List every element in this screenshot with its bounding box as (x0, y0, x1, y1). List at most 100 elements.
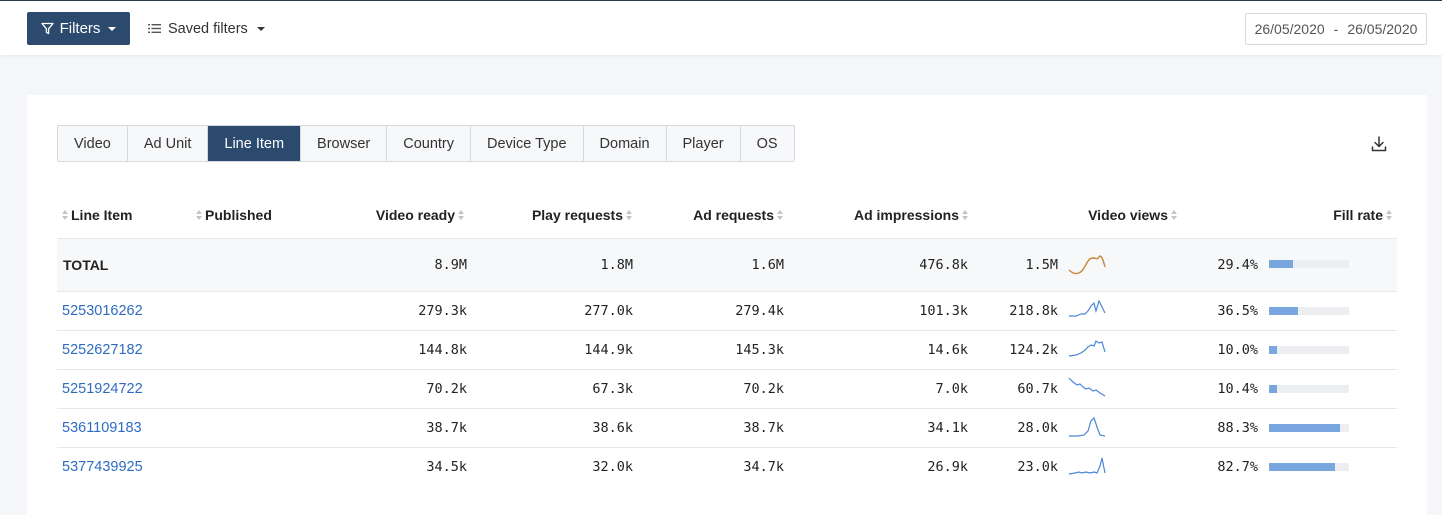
total-fill-rate: 29.4% (1217, 257, 1258, 273)
sparkline (1069, 416, 1106, 437)
ad-requests-value: 38.7k (743, 420, 784, 436)
tab-label: Player (682, 135, 724, 152)
top-bar: Filters Saved filters 26/05/2020 - 26/05… (0, 0, 1442, 55)
line-item-link[interactable]: 5361109183 (62, 420, 142, 436)
tab-ad-unit[interactable]: Ad Unit (127, 126, 209, 161)
fill-rate-bar (1269, 424, 1349, 432)
fill-rate-bar-fill (1269, 463, 1336, 471)
line-item-link[interactable]: 5253016262 (62, 303, 143, 319)
total-ad-impressions: 476.8k (919, 257, 968, 273)
fill-rate-bar (1269, 260, 1349, 268)
play-requests-value: 38.6k (592, 420, 633, 436)
col-header-video-ready[interactable]: Video ready (367, 195, 467, 235)
tab-label: Video (74, 135, 111, 152)
col-header-ad-requests[interactable]: Ad requests (667, 195, 786, 235)
video-ready-value: 279.3k (418, 303, 467, 319)
sort-icon (626, 210, 632, 220)
tab-domain[interactable]: Domain (583, 126, 667, 161)
video-views-value: 28.0k (1017, 420, 1058, 436)
tab-label: OS (756, 135, 778, 152)
tab-device-type[interactable]: Device Type (471, 126, 584, 161)
col-header-label: Ad requests (693, 207, 774, 223)
fill-rate-bar (1269, 307, 1349, 315)
fill-rate-bar-fill (1269, 260, 1293, 268)
col-header-play-requests[interactable]: Play requests (507, 195, 635, 235)
fill-rate-bar-fill (1269, 385, 1278, 393)
chevron-down-icon (108, 26, 117, 31)
report-card: Video Ad Unit Line Item Browser Country … (27, 95, 1427, 515)
ad-requests-value: 70.2k (743, 381, 784, 397)
table-row-total: TOTAL 8.9M 1.8M 1.6M 476.8k 1.5M 29.4% (57, 238, 1397, 291)
fill-rate-bar-fill (1269, 307, 1299, 315)
col-header-label: Ad impressions (853, 207, 959, 223)
sparkline (1068, 377, 1106, 397)
tab-browser[interactable]: Browser (301, 126, 388, 161)
tab-country[interactable]: Country (387, 126, 472, 161)
video-ready-value: 38.7k (426, 420, 467, 436)
ad-requests-value: 34.7k (743, 459, 784, 475)
tab-label: Ad Unit (143, 135, 192, 152)
sort-icon (962, 210, 968, 220)
video-ready-value: 34.5k (426, 459, 467, 475)
total-ad-requests: 1.6M (751, 257, 784, 273)
play-requests-value: 32.0k (592, 459, 633, 475)
list-icon (148, 24, 161, 33)
tab-player[interactable]: Player (666, 126, 741, 161)
table-row: 5253016262 279.3k 277.0k 279.4k 101.3k 218.8k… (57, 291, 1397, 330)
line-item-link[interactable]: 5377439925 (62, 459, 143, 475)
date-separator: - (1333, 21, 1339, 37)
filters-button[interactable]: Filters (27, 12, 130, 45)
col-header-published[interactable]: Published (193, 195, 272, 235)
fill-rate-value: 10.4% (1217, 381, 1258, 397)
col-header-ad-impressions[interactable]: Ad impressions (827, 195, 971, 235)
ad-impressions-value: 14.6k (927, 342, 968, 358)
line-item-link[interactable]: 5251924722 (62, 381, 143, 397)
sort-icon (62, 210, 68, 220)
line-item-link[interactable]: 5252627182 (62, 342, 143, 358)
sort-icon (777, 210, 783, 220)
total-label: TOTAL (63, 257, 109, 273)
dimension-tabs: Video Ad Unit Line Item Browser Country … (57, 125, 795, 162)
col-header-video-views[interactable]: Video views (1057, 195, 1180, 235)
fill-rate-value: 88.3% (1217, 420, 1258, 436)
col-header-label: Play requests (531, 207, 623, 223)
date-from: 26/05/2020 (1254, 21, 1325, 37)
fill-rate-bar-fill (1269, 424, 1340, 432)
total-video-ready: 8.9M (434, 257, 467, 273)
col-header-label: Line Item (71, 207, 133, 223)
fill-rate-bar-fill (1269, 346, 1277, 354)
video-ready-value: 144.8k (418, 342, 467, 358)
sparkline (1068, 457, 1106, 475)
table-row: 5377439925 34.5k 32.0k 34.7k 26.9k 23.0k 82.7% (57, 447, 1397, 486)
ad-impressions-value: 101.3k (919, 303, 968, 319)
date-range-picker[interactable]: 26/05/2020 - 26/05/2020 (1245, 13, 1427, 45)
fill-rate-bar (1269, 385, 1349, 393)
video-views-value: 60.7k (1017, 381, 1058, 397)
saved-filters-button[interactable]: Saved filters (148, 12, 265, 45)
col-header-label: Published (205, 207, 272, 223)
sort-icon (1171, 210, 1177, 220)
saved-filters-label: Saved filters (168, 20, 248, 37)
col-header-label: Video ready (375, 207, 455, 223)
col-header-label: Fill rate (1333, 207, 1383, 223)
tab-label: Country (403, 135, 455, 152)
tab-os[interactable]: OS (740, 126, 794, 161)
sort-icon (196, 210, 202, 220)
ad-requests-value: 279.4k (735, 303, 784, 319)
sparkline (1068, 255, 1106, 275)
tab-line-item[interactable]: Line Item (208, 126, 302, 161)
play-requests-value: 67.3k (592, 381, 633, 397)
download-icon[interactable] (1370, 135, 1388, 153)
sort-icon (1386, 210, 1392, 220)
fill-rate-bar (1269, 346, 1349, 354)
play-requests-value: 277.0k (584, 303, 633, 319)
tab-label: Domain (599, 135, 650, 152)
tab-video[interactable]: Video (58, 126, 128, 161)
tab-label: Device Type (487, 135, 567, 152)
col-header-line-item[interactable]: Line Item (59, 195, 132, 235)
sort-icon (458, 210, 464, 220)
sparkline (1068, 340, 1106, 357)
ad-impressions-value: 7.0k (935, 381, 968, 397)
col-header-fill-rate[interactable]: Fill rate (1287, 195, 1395, 235)
date-to: 26/05/2020 (1347, 21, 1418, 37)
